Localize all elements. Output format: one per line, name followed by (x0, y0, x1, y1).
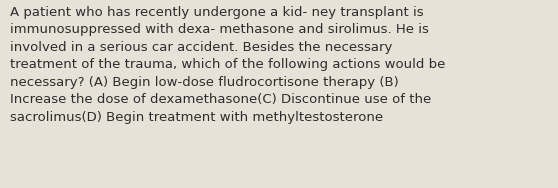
Text: A patient who has recently undergone a kid- ney transplant is
immunosuppressed w: A patient who has recently undergone a k… (10, 6, 445, 124)
